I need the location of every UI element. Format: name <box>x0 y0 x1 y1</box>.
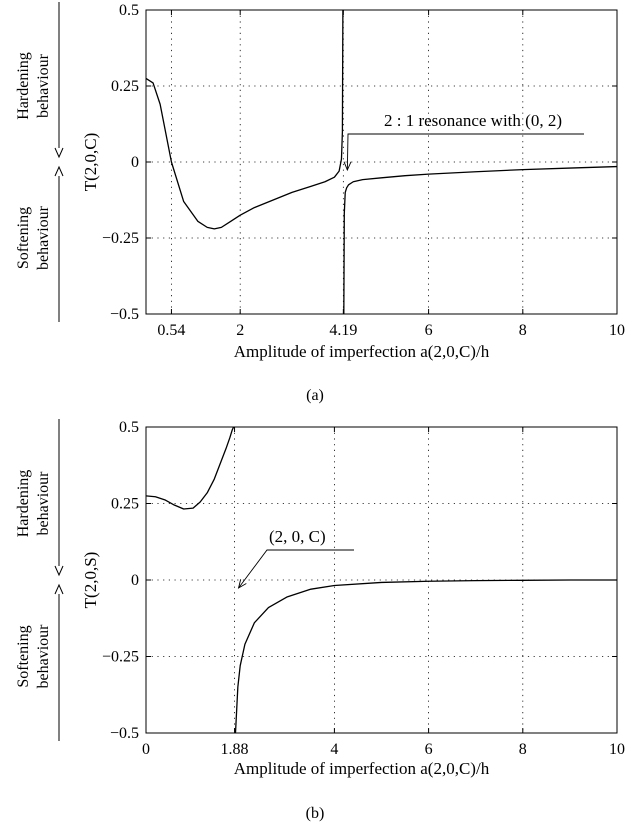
panel-caption: (a) <box>306 387 324 404</box>
series-line <box>234 579 617 734</box>
chart-panel-b: 0 1.88 4 6 8 10 0.5 0.25 0 −0.25 −0.5 (2, 0, C) Ampl… <box>15 419 625 822</box>
plot-frame <box>145 9 618 315</box>
y-tick-label: −0.5 <box>110 306 139 323</box>
y-tick-label: −0.5 <box>110 725 139 742</box>
softening-behaviour-label: Softening <box>15 625 32 687</box>
annotation-leader <box>346 133 584 171</box>
x-axis-label: Amplitude of imperfection a(2,0,C)/h <box>234 759 490 778</box>
y-axis-label: T(2,0,C) <box>81 133 100 192</box>
series-line <box>145 9 344 230</box>
annotation-text: (2, 0, C) <box>269 527 326 546</box>
x-tick-label: 10 <box>609 322 625 339</box>
hardening-behaviour-label: behaviour <box>35 471 52 536</box>
hardening-arrowhead <box>54 147 64 159</box>
x-tick-label: 8 <box>519 741 527 758</box>
y-tick-label: 0.25 <box>111 78 139 95</box>
hardening-behaviour-label: Hardening <box>15 52 32 120</box>
series-line <box>145 426 235 510</box>
softening-behaviour-label: behaviour <box>35 624 52 689</box>
y-tick-label: 0 <box>131 572 139 589</box>
y-tick-label: 0.5 <box>119 419 139 436</box>
y-tick-label: 0.5 <box>119 2 139 19</box>
y-tick-label: 0.25 <box>111 496 139 513</box>
x-tick-label: 2 <box>236 322 244 339</box>
x-tick-label: 6 <box>425 322 433 339</box>
x-axis-label: Amplitude of imperfection a(2,0,C)/h <box>234 342 490 361</box>
x-tick-label: 1.88 <box>221 741 249 758</box>
y-tick-label: 0 <box>131 154 139 171</box>
x-tick-label: 0 <box>142 741 150 758</box>
x-tick-label: 4.19 <box>329 322 357 339</box>
x-tick-label: 0.54 <box>157 322 185 339</box>
softening-behaviour-label: behaviour <box>35 205 52 270</box>
annotation-text: 2 : 1 resonance with (0, 2) <box>384 111 562 130</box>
hardening-behaviour-label: Hardening <box>15 470 32 538</box>
y-axis-label: T(2,0,S) <box>81 552 100 609</box>
hardening-arrowhead <box>54 565 64 577</box>
softening-arrowhead <box>54 165 64 177</box>
x-tick-label: 8 <box>519 322 527 339</box>
series-line <box>343 165 618 315</box>
y-tick-label: −0.25 <box>102 230 139 247</box>
chart-panel-a: 0.54 2 4.19 6 8 10 0.5 0.25 0 −0.25 −0.5 2 : 1 reso… <box>15 2 625 404</box>
y-tick-label: −0.25 <box>102 649 139 666</box>
annotation-arrowhead <box>343 161 352 172</box>
panel-caption: (b) <box>306 805 325 822</box>
x-tick-label: 6 <box>425 741 433 758</box>
x-tick-label: 4 <box>330 741 338 758</box>
softening-arrowhead <box>54 583 64 595</box>
softening-behaviour-label: Softening <box>15 207 32 269</box>
annotation-leader <box>238 549 354 589</box>
x-tick-label: 10 <box>609 741 625 758</box>
annotation-arrowhead <box>237 579 247 589</box>
hardening-behaviour-label: behaviour <box>35 53 52 118</box>
